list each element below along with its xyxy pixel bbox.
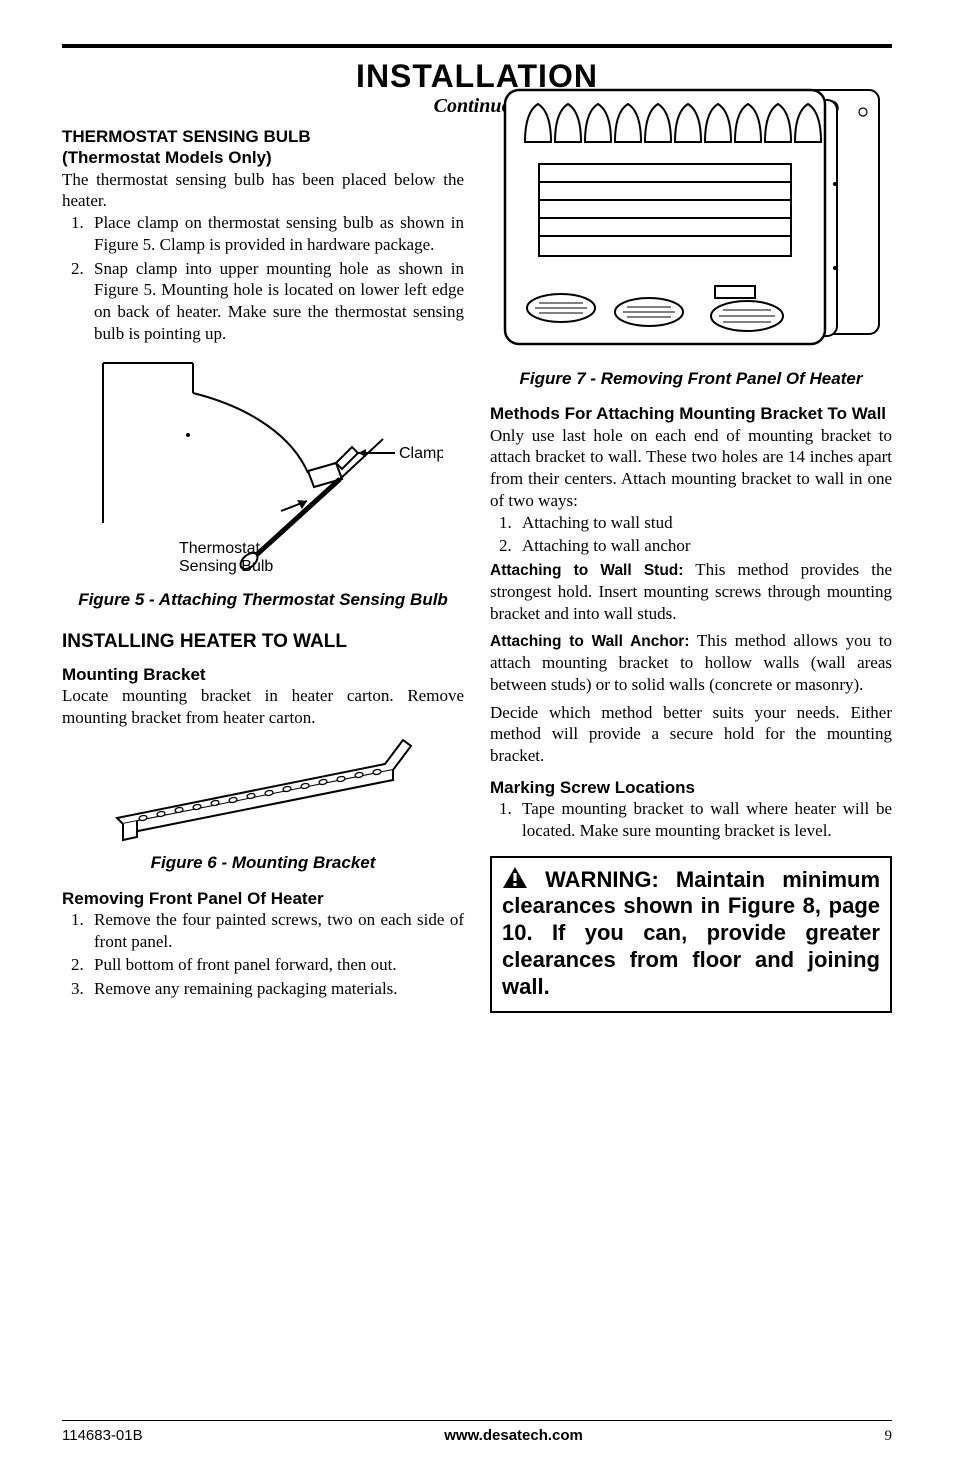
figure-7-caption: Figure 7 - Removing Front Panel Of Heate…: [490, 368, 892, 389]
footer-page: 9: [885, 1428, 893, 1445]
left-column: THERMOSTAT SENSING BULB (Thermostat Mode…: [62, 126, 464, 1013]
figure-5: Clamp Thermostat Sensing Bulb: [62, 353, 464, 583]
figure-7-svg: [491, 72, 891, 362]
figure-6: [62, 736, 464, 846]
heading-remove-panel: Removing Front Panel Of Heater: [62, 888, 464, 909]
heading-methods: Methods For Attaching Mounting Bracket T…: [490, 403, 892, 424]
para-anchor: Attaching to Wall Anchor: This method al…: [490, 630, 892, 695]
para-mounting-bracket: Locate mounting bracket in heater carton…: [62, 685, 464, 729]
heading-thermostat: THERMOSTAT SENSING BULB: [62, 126, 464, 147]
remove-panel-steps: Remove the four painted screws, two on e…: [62, 909, 464, 1000]
list-item: Pull bottom of front panel forward, then…: [88, 954, 464, 976]
label-anchor: Attaching to Wall Anchor:: [490, 633, 689, 650]
list-item: Remove the four painted screws, two on e…: [88, 909, 464, 953]
warning-triangle-icon: [502, 866, 528, 890]
figure-7: [490, 72, 892, 362]
list-item: Remove any remaining packaging materials…: [88, 978, 464, 1000]
right-column: Figure 7 - Removing Front Panel Of Heate…: [490, 126, 892, 1013]
heading-mounting-bracket: Mounting Bracket: [62, 664, 464, 685]
para-stud: Attaching to Wall Stud: This method prov…: [490, 559, 892, 624]
list-item: Attaching to wall anchor: [516, 535, 892, 557]
figure-5-svg: Clamp Thermostat Sensing Bulb: [83, 353, 443, 583]
warning-text: WARNING: Maintain mini­mum clearances sh…: [502, 866, 880, 1001]
heading-install-wall: INSTALLING HEATER TO WALL: [62, 630, 464, 654]
label-bulb-l2: Sensing Bulb: [179, 558, 273, 575]
marking-steps: Tape mounting bracket to wall where heat…: [490, 798, 892, 842]
list-item: Tape mounting bracket to wall where heat…: [516, 798, 892, 842]
warning-body: WARNING: Maintain mini­mum clearances sh…: [502, 867, 880, 999]
warning-callout: WARNING: Maintain mini­mum clearances sh…: [490, 856, 892, 1013]
label-stud: Attaching to Wall Stud:: [490, 562, 683, 579]
figure-5-caption: Figure 5 - Attaching Thermostat Sensing …: [62, 589, 464, 610]
label-clamp: Clamp: [399, 445, 443, 462]
list-item: Place clamp on thermostat sensing bulb a…: [88, 212, 464, 256]
label-bulb-l1: Thermostat: [179, 540, 260, 557]
list-item: Snap clamp into upper mounting hole as s…: [88, 258, 464, 345]
heading-marking: Marking Screw Locations: [490, 777, 892, 798]
figure-6-svg: [93, 736, 433, 846]
thermostat-steps: Place clamp on thermostat sensing bulb a…: [62, 212, 464, 345]
heading-thermostat-sub: (Thermostat Models Only): [62, 147, 464, 168]
list-item: Attaching to wall stud: [516, 512, 892, 534]
page-footer: 114683-01B www.desatech.com 9: [62, 1420, 892, 1445]
para-thermostat: The thermostat sensing bulb has been pla…: [62, 169, 464, 213]
two-column-layout: THERMOSTAT SENSING BULB (Thermostat Mode…: [62, 126, 892, 1013]
footer-docid: 114683-01B: [62, 1427, 143, 1444]
methods-list: Attaching to wall stud Attaching to wall…: [490, 512, 892, 558]
para-methods: Only use last hole on each end of mounti…: [490, 425, 892, 512]
footer-url: www.desatech.com: [444, 1427, 583, 1444]
top-rule: [62, 44, 892, 48]
para-decide: Decide which method better suits your ne…: [490, 702, 892, 767]
figure-6-caption: Figure 6 - Mounting Bracket: [62, 852, 464, 873]
